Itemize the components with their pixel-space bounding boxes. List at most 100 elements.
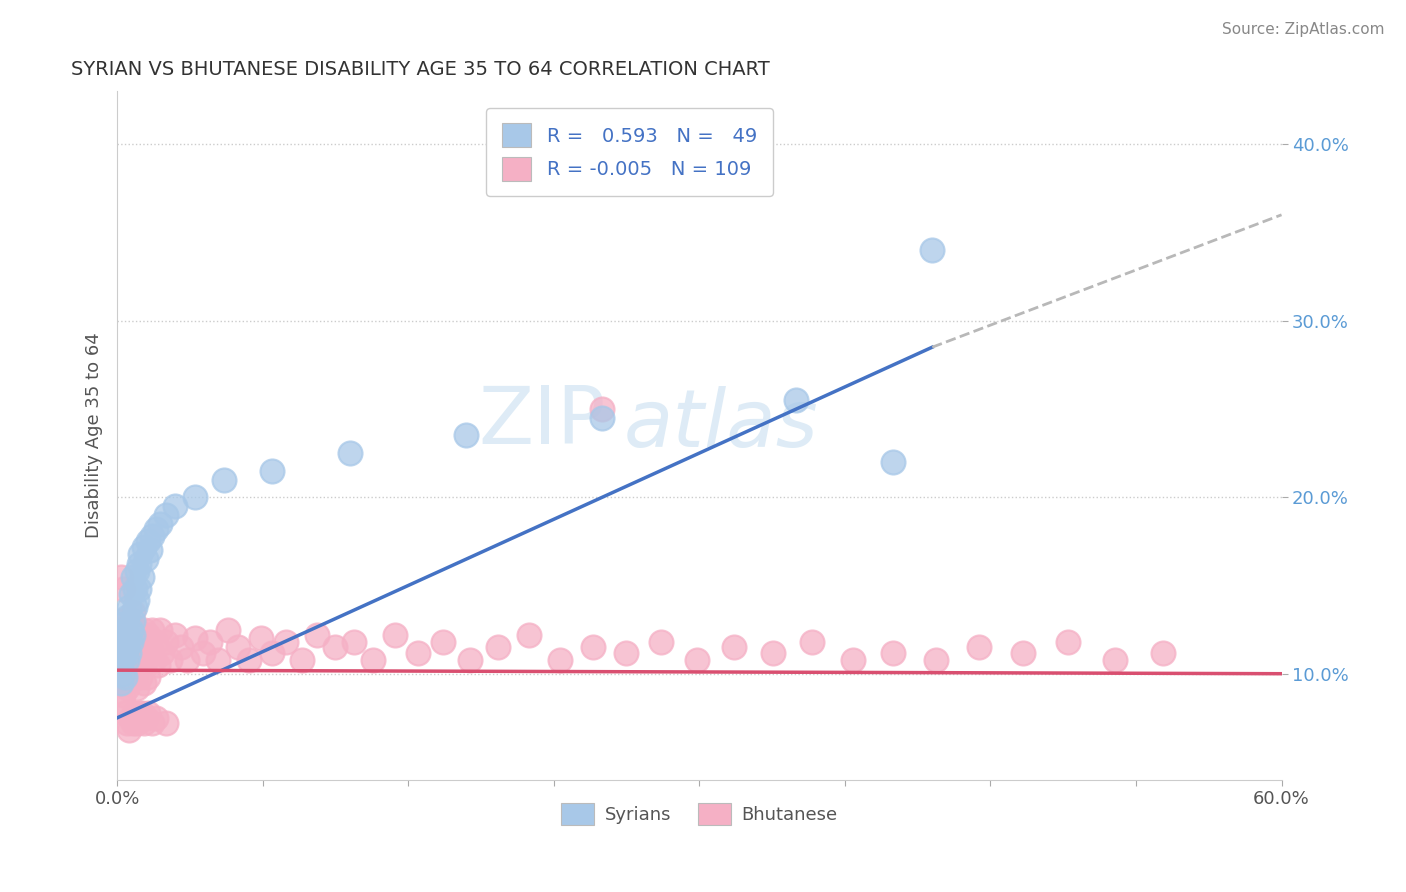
Point	[176, 652, 198, 666]
Point	[111, 688, 134, 702]
Point	[406, 646, 429, 660]
Point	[686, 652, 709, 666]
Point	[131, 652, 153, 666]
Point	[184, 632, 207, 646]
Point	[114, 646, 136, 660]
Point	[111, 666, 134, 681]
Point	[150, 646, 173, 660]
Point	[486, 640, 509, 655]
Point	[135, 552, 157, 566]
Point	[841, 652, 863, 666]
Point	[120, 623, 142, 637]
Point	[111, 582, 134, 596]
Point	[111, 635, 134, 649]
Point	[581, 640, 603, 655]
Text: Source: ZipAtlas.com: Source: ZipAtlas.com	[1222, 22, 1385, 37]
Point	[128, 652, 150, 666]
Point	[723, 640, 745, 655]
Point	[131, 569, 153, 583]
Point	[1152, 646, 1174, 660]
Point	[118, 670, 141, 684]
Point	[1012, 646, 1035, 660]
Point	[120, 711, 142, 725]
Point	[155, 635, 177, 649]
Point	[128, 635, 150, 649]
Point	[128, 706, 150, 720]
Point	[114, 628, 136, 642]
Point	[155, 716, 177, 731]
Point	[141, 529, 163, 543]
Point	[384, 628, 406, 642]
Point	[114, 670, 136, 684]
Text: atlas: atlas	[624, 386, 818, 464]
Point	[124, 640, 146, 655]
Point	[921, 243, 943, 257]
Point	[800, 635, 823, 649]
Point	[129, 628, 152, 642]
Point	[124, 706, 146, 720]
Point	[118, 640, 141, 655]
Point	[115, 640, 138, 655]
Point	[121, 716, 143, 731]
Point	[125, 623, 148, 637]
Point	[217, 623, 239, 637]
Point	[118, 723, 141, 738]
Point	[121, 652, 143, 666]
Point	[121, 605, 143, 619]
Point	[115, 635, 138, 649]
Point	[136, 628, 159, 642]
Point	[120, 617, 142, 632]
Point	[135, 652, 157, 666]
Point	[111, 635, 134, 649]
Point	[120, 657, 142, 672]
Point	[110, 569, 132, 583]
Point	[925, 652, 948, 666]
Point	[139, 640, 162, 655]
Point	[517, 628, 540, 642]
Point	[121, 614, 143, 628]
Point	[118, 646, 141, 660]
Point	[120, 646, 142, 660]
Point	[115, 610, 138, 624]
Point	[274, 635, 297, 649]
Point	[170, 640, 193, 655]
Y-axis label: Disability Age 35 to 64: Disability Age 35 to 64	[86, 333, 103, 538]
Point	[159, 652, 181, 666]
Point	[134, 540, 156, 554]
Point	[134, 675, 156, 690]
Point	[136, 706, 159, 720]
Point	[110, 657, 132, 672]
Point	[1104, 652, 1126, 666]
Point	[191, 646, 214, 660]
Point	[110, 640, 132, 655]
Point	[115, 681, 138, 695]
Point	[108, 675, 131, 690]
Point	[363, 652, 385, 666]
Point	[121, 635, 143, 649]
Text: ZIP: ZIP	[479, 383, 606, 460]
Point	[1057, 635, 1080, 649]
Point	[785, 393, 807, 408]
Point	[145, 711, 167, 725]
Point	[614, 646, 637, 660]
Point	[146, 657, 169, 672]
Point	[207, 652, 229, 666]
Point	[124, 599, 146, 614]
Point	[114, 706, 136, 720]
Point	[141, 716, 163, 731]
Text: SYRIAN VS BHUTANESE DISABILITY AGE 35 TO 64 CORRELATION CHART: SYRIAN VS BHUTANESE DISABILITY AGE 35 TO…	[70, 60, 769, 78]
Point	[165, 499, 187, 513]
Point	[110, 675, 132, 690]
Point	[129, 670, 152, 684]
Point	[882, 646, 904, 660]
Point	[149, 516, 172, 531]
Point	[136, 534, 159, 549]
Point	[460, 652, 482, 666]
Point	[131, 706, 153, 720]
Point	[111, 617, 134, 632]
Point	[343, 635, 366, 649]
Point	[129, 711, 152, 725]
Point	[249, 632, 271, 646]
Point	[135, 635, 157, 649]
Point	[967, 640, 990, 655]
